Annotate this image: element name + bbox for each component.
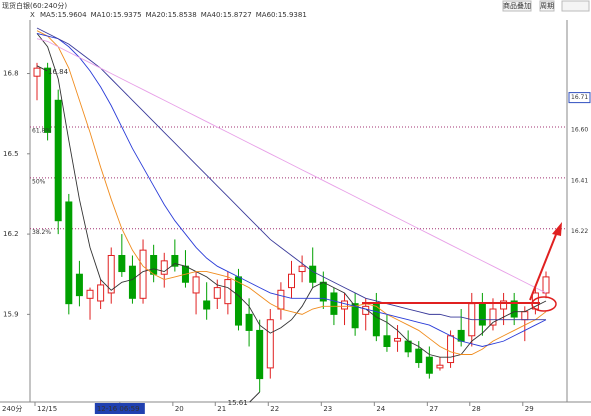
- candle-body: [404, 340, 412, 353]
- x-tick-label: 28: [472, 405, 481, 413]
- candle-body: [425, 356, 433, 374]
- overlay-button-label[interactable]: 商品叠加: [503, 1, 531, 10]
- legend-entry: MA10:15.9375: [91, 11, 142, 19]
- candle-body: [171, 254, 179, 267]
- legend-entry: MA40:15.8727: [201, 11, 252, 19]
- level-name: 50%: [32, 178, 46, 185]
- candle-body: [457, 329, 465, 342]
- candle-body: [86, 289, 94, 299]
- price-tag-box: [568, 92, 591, 104]
- chart-title: 现货白银(60:240分): [2, 1, 67, 10]
- low-label: 15.61: [228, 399, 248, 407]
- window-buttons[interactable]: [561, 0, 590, 12]
- candle-body: [288, 273, 295, 289]
- y-tick-label: 16.2: [3, 230, 19, 238]
- high-label: 16.84: [48, 68, 69, 76]
- candle-body: [44, 67, 52, 133]
- candle-body: [234, 276, 242, 326]
- candle-body: [489, 308, 497, 326]
- candle-body: [107, 254, 115, 294]
- candle-body: [309, 265, 317, 283]
- legend-entry: MA60:15.9381: [256, 11, 307, 19]
- candle-body: [415, 348, 423, 364]
- overlay-button[interactable]: [502, 0, 532, 12]
- x-tick-label: 22: [270, 405, 279, 413]
- candle-body: [521, 311, 529, 321]
- x-tick-label: 20: [175, 405, 184, 413]
- y-tick-label: 15.9: [3, 310, 19, 318]
- candle-body: [351, 303, 359, 329]
- low-pointer: [249, 391, 261, 403]
- candle-body: [75, 273, 83, 297]
- x-tick-label: 24: [376, 405, 385, 413]
- candle-body: [192, 276, 200, 294]
- drawn-arrow: [529, 231, 558, 301]
- arrow-head: [552, 222, 562, 236]
- candle-body: [54, 99, 62, 222]
- x-tick-label: 29: [525, 405, 534, 413]
- legend-entry: MA20:15.8538: [146, 11, 197, 19]
- ma-line: [36, 27, 546, 321]
- candle-body: [139, 249, 147, 299]
- candle-body: [394, 337, 402, 342]
- candle-body: [213, 287, 221, 299]
- candle-body: [203, 300, 211, 310]
- candle-body: [298, 265, 306, 273]
- level-name: 61.8%: [32, 128, 51, 135]
- x-tick-label: 12/15: [37, 405, 57, 413]
- price-tag-label: 16.71: [571, 94, 588, 101]
- candle-body: [266, 319, 274, 369]
- level-label: 16.22: [571, 228, 588, 235]
- level-label: 16.60: [571, 127, 588, 134]
- ma-line: [36, 32, 547, 347]
- candle-body: [362, 305, 370, 315]
- x-tick-label: 23: [323, 405, 332, 413]
- x-tick-label: 21: [217, 405, 226, 413]
- ma-line: [36, 30, 547, 355]
- cursor-label-box: [94, 403, 145, 414]
- x-tick-label: 27: [429, 405, 438, 413]
- close-icon[interactable]: X: [30, 11, 35, 19]
- legend-entry: MA5:15.9604: [40, 11, 87, 19]
- candle-body: [447, 335, 455, 364]
- period-button-label[interactable]: 周期: [540, 2, 554, 10]
- candle-body: [277, 289, 285, 310]
- candle-body: [224, 279, 232, 305]
- y-tick-label: 16.5: [3, 150, 19, 158]
- plot: [30, 27, 567, 392]
- candle-body: [383, 335, 391, 347]
- candle-body: [97, 284, 105, 302]
- level-name: 38.2%: [32, 229, 51, 236]
- candle-body: [33, 67, 41, 77]
- drawn-ellipse: [531, 296, 557, 312]
- period-button[interactable]: [539, 0, 555, 12]
- period-label: 240分: [2, 404, 22, 413]
- candle-body: [150, 254, 158, 275]
- candle-body: [245, 313, 253, 331]
- candle-body: [500, 300, 508, 310]
- y-tick-label: 16.8: [3, 70, 19, 78]
- ma-line: [36, 38, 547, 294]
- candle-body: [128, 265, 136, 299]
- candle-body: [510, 300, 518, 318]
- candle-body: [341, 300, 349, 310]
- cursor-label: 12-16 06:59: [97, 405, 140, 413]
- candle-body: [478, 303, 486, 326]
- candle-body: [542, 276, 550, 294]
- candle-body: [118, 254, 126, 273]
- candle-body: [330, 292, 338, 315]
- candle-body: [256, 329, 264, 380]
- candle-body: [436, 364, 444, 369]
- high-pointer: [36, 65, 48, 72]
- candle-body: [65, 201, 73, 305]
- candle-body: [160, 260, 168, 275]
- level-label: 16.41: [571, 177, 588, 184]
